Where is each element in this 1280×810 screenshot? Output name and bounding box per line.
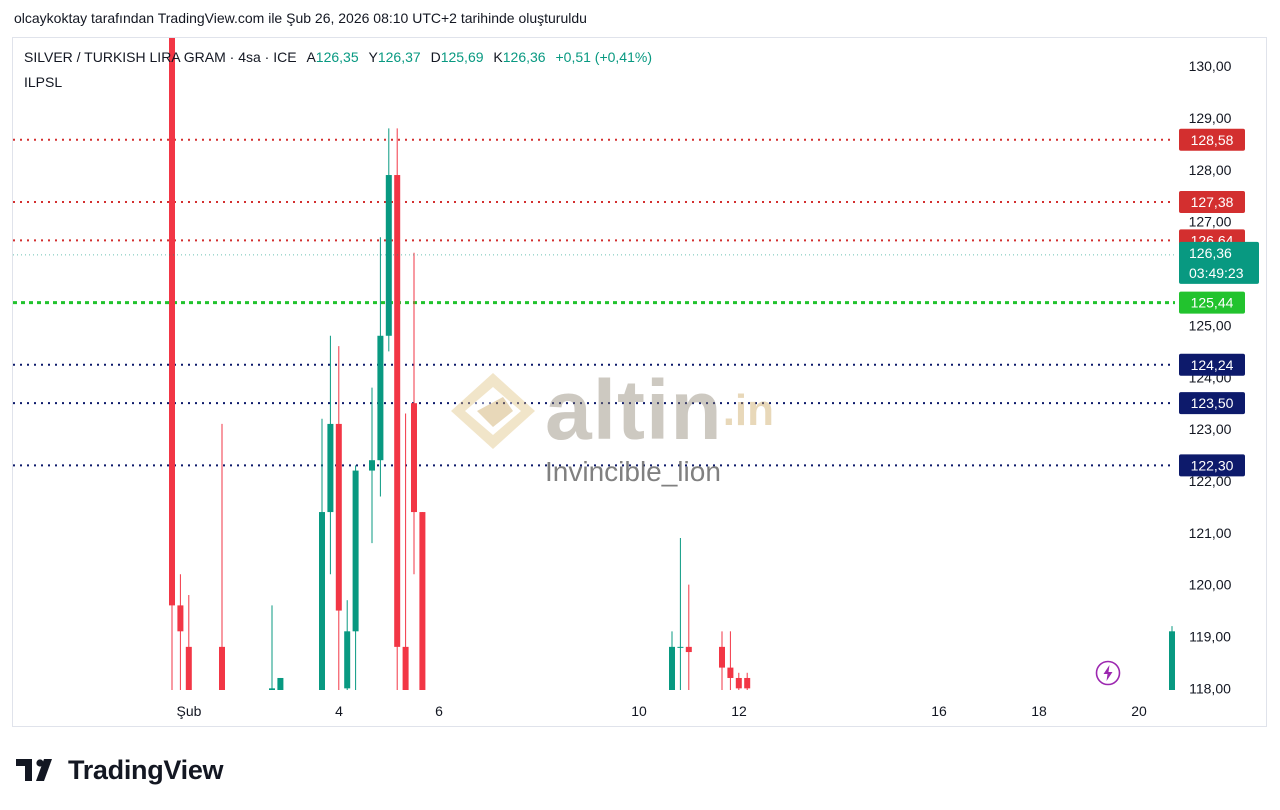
last-price-value: 126,36 xyxy=(1189,245,1232,261)
x-axis-tick-label: 18 xyxy=(1031,703,1047,719)
chart-frame[interactable] xyxy=(12,37,1267,727)
x-axis-tick-label: Şub xyxy=(177,703,202,719)
watermark-logo-icon xyxy=(451,372,535,449)
x-axis-tick-label: 16 xyxy=(931,703,947,719)
level-price-label: 124,24 xyxy=(1191,357,1234,373)
candle-body[interactable] xyxy=(744,677,751,689)
candle-body[interactable] xyxy=(219,646,225,699)
legend-high-value: 126,37 xyxy=(377,49,421,65)
candle-body[interactable] xyxy=(169,14,175,606)
y-axis-tick-label: 120,00 xyxy=(1189,577,1232,593)
candle-body[interactable] xyxy=(344,631,351,689)
y-axis-tick-label: 129,00 xyxy=(1189,110,1232,126)
candle-body[interactable] xyxy=(385,175,392,336)
level-price-label-bg xyxy=(1179,291,1245,314)
x-axis-tick-label: 4 xyxy=(335,703,343,719)
chart-caption: olcaykoktay tarafından TradingView.com i… xyxy=(14,10,587,26)
watermark-tld: .in xyxy=(722,385,775,435)
y-axis-tick-label: 125,00 xyxy=(1189,317,1232,333)
candle-body[interactable] xyxy=(669,646,675,714)
x-axis-tick-label: 12 xyxy=(731,703,747,719)
watermark-subtitle: Invincible_lion xyxy=(545,456,721,487)
legend-change: +0,51 (+0,41%) xyxy=(555,49,652,65)
candle-body[interactable] xyxy=(335,423,342,611)
candle-body[interactable] xyxy=(177,605,184,632)
level-price-label: 128,58 xyxy=(1191,132,1234,148)
tradingview-logo-text: TradingView xyxy=(68,755,224,785)
candle-body[interactable] xyxy=(685,646,692,653)
legend-open-value: 126,35 xyxy=(315,49,359,65)
y-axis-tick-label: 119,00 xyxy=(1189,629,1231,645)
legend-high-label: Y xyxy=(368,49,378,65)
level-price-label-bg xyxy=(1179,128,1245,151)
candle-body[interactable] xyxy=(677,646,684,648)
candle-body[interactable] xyxy=(727,667,734,678)
legend-open-label: A xyxy=(306,49,316,65)
level-price-label-bg xyxy=(1179,190,1245,213)
candle-body[interactable] xyxy=(185,646,192,699)
candle-body[interactable] xyxy=(1269,445,1275,476)
y-axis-tick-label: 127,00 xyxy=(1189,214,1232,230)
candle-body[interactable] xyxy=(1169,631,1175,714)
y-axis-tick-label: 122,00 xyxy=(1189,473,1232,489)
y-axis-tick-label: 121,00 xyxy=(1189,525,1232,541)
candle-body[interactable] xyxy=(369,460,375,471)
level-price-label: 123,50 xyxy=(1191,395,1234,411)
legend-close-value: 126,36 xyxy=(502,49,546,65)
flash-icon[interactable] xyxy=(1095,660,1121,686)
y-axis-tick-label: 123,00 xyxy=(1189,421,1232,437)
candle-body[interactable] xyxy=(419,512,426,714)
last-price-label-bg xyxy=(1179,241,1259,284)
level-price-label-bg xyxy=(1179,353,1245,376)
ohlc-legend: SILVER / TURKISH LIRA GRAM · 4sa · ICE A… xyxy=(24,49,652,65)
candle-body[interactable] xyxy=(327,423,334,513)
level-price-label-bg xyxy=(1179,454,1245,477)
candle-body[interactable] xyxy=(402,646,409,699)
legend-close-label: K xyxy=(493,49,503,65)
legend-symbol[interactable]: SILVER / TURKISH LIRA GRAM · 4sa · ICE xyxy=(24,49,297,65)
candle-body[interactable] xyxy=(719,646,725,668)
candle-body[interactable] xyxy=(735,677,742,689)
watermark: altin .in xyxy=(447,362,774,459)
last-price-countdown: 03:49:23 xyxy=(1189,265,1244,281)
x-axis-tick-label: 10 xyxy=(631,703,647,719)
candle-body[interactable] xyxy=(269,688,275,714)
level-price-label-bg xyxy=(1179,392,1245,415)
level-price-label: 127,38 xyxy=(1191,194,1234,210)
level-price-label: 125,44 xyxy=(1191,295,1234,311)
y-axis-tick-label: 130,00 xyxy=(1189,58,1232,74)
candle-body[interactable] xyxy=(277,677,284,714)
x-axis-tick-label: 20 xyxy=(1131,703,1147,719)
legend-low-value: 125,69 xyxy=(440,49,484,65)
candle-body[interactable] xyxy=(377,335,384,461)
candle-body[interactable] xyxy=(319,512,325,714)
watermark-brand: altin xyxy=(545,363,723,457)
y-axis-tick-label: 118,00 xyxy=(1189,680,1231,696)
candle-body[interactable] xyxy=(1219,471,1225,627)
candles-group xyxy=(169,14,1275,714)
x-axis-tick-label: 6 xyxy=(435,703,443,719)
tradingview-logo-icon xyxy=(16,758,52,781)
y-axis-tick-label: 128,00 xyxy=(1189,162,1232,178)
candle-body[interactable] xyxy=(411,403,417,513)
indicator-label[interactable]: ILPSL xyxy=(24,74,63,90)
legend-low-label: D xyxy=(430,49,441,65)
tradingview-logo[interactable]: TradingView xyxy=(16,755,224,786)
candle-body[interactable] xyxy=(394,175,401,647)
level-price-label: 122,30 xyxy=(1191,457,1234,473)
candle-body[interactable] xyxy=(352,470,359,632)
